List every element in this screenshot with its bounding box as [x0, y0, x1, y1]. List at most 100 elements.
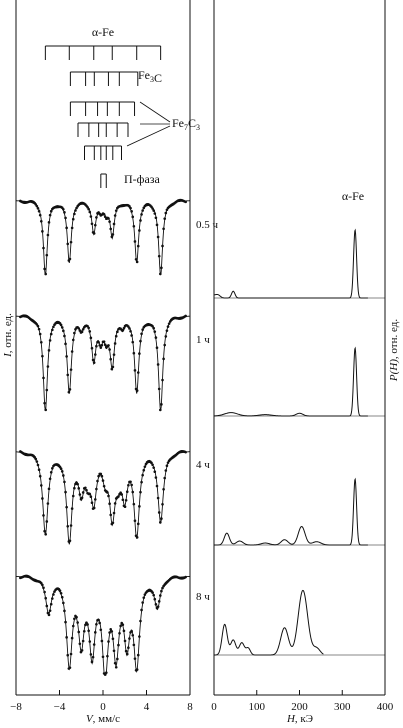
spectrum-point [114, 334, 118, 338]
spectrum-point [108, 348, 111, 351]
spectrum-fit-line [15, 200, 191, 276]
spectrum-point [81, 328, 85, 331]
spectrum-point [105, 671, 108, 674]
distribution-curve [213, 228, 368, 299]
right-panel-title: α-Fe [342, 189, 364, 203]
spectrum-point [90, 346, 94, 350]
spectrum-point [153, 470, 157, 474]
spectrum-point [63, 211, 66, 214]
spectrum-point [121, 328, 125, 332]
spectrum-point [167, 322, 171, 325]
spectrum-point [106, 491, 109, 494]
spectrum-point [41, 583, 44, 587]
spectrum-point [159, 594, 162, 597]
stick-row [100, 173, 107, 188]
spectrum-point [39, 340, 43, 344]
spectrum-point [114, 665, 118, 669]
spectrum-point [68, 666, 72, 669]
spectrum-point [51, 597, 54, 600]
spectrum-point [101, 479, 105, 482]
spectrum-point [161, 502, 164, 506]
spectrum-point [122, 326, 126, 330]
spectrum-point [121, 623, 125, 626]
right-x-tick-label: 100 [249, 701, 266, 713]
spectrum-point [89, 653, 93, 656]
spectrum-point [37, 327, 41, 331]
spectrum-3: 4 ч [15, 449, 210, 545]
spectrum-point [36, 207, 40, 210]
spectrum-point [152, 593, 155, 597]
spectrum-point [122, 629, 126, 633]
phase-label-fe3c: Fe3C [138, 68, 162, 85]
spectrum-point [71, 624, 75, 628]
spectrum-point [154, 476, 158, 479]
spectrum-point [134, 257, 138, 261]
spectrum-point [65, 226, 68, 230]
spectrum-point [98, 344, 101, 347]
spectrum-point [95, 487, 98, 491]
spectrum-point [41, 354, 44, 358]
spectrum-point [162, 357, 165, 361]
spectrum-point [93, 631, 97, 634]
spectrum-point [46, 365, 50, 368]
spectrum-point [48, 339, 52, 342]
spectrum-point [133, 369, 137, 372]
spectrum-point [36, 324, 40, 328]
spectrum-point [43, 401, 46, 405]
spectrum-point [121, 498, 125, 502]
spectrum-point [107, 217, 110, 220]
spectrum-point [62, 474, 65, 477]
spectrum-point [100, 474, 104, 478]
spectrum-point [123, 639, 127, 643]
spectrum-point [129, 206, 132, 210]
spectrum-point [160, 266, 163, 270]
spectrum-point [151, 207, 154, 210]
spectrum-point [78, 493, 82, 496]
spectrum-label: 8 ч [196, 591, 210, 603]
distribution-4 [214, 589, 385, 656]
spectrum-point [69, 240, 73, 244]
spectrum-point [184, 200, 187, 204]
spectrum-point [161, 378, 164, 382]
spectrum-label: 1 ч [196, 334, 210, 346]
spectrum-point [39, 219, 43, 223]
spectrum-point [89, 336, 93, 340]
spectrum-point [65, 505, 68, 509]
spectrum-point [135, 536, 139, 539]
spectrum-point [107, 640, 110, 643]
spectrum-point [159, 272, 162, 276]
spectrum-point [103, 215, 107, 219]
spectrum-point [38, 332, 42, 336]
spectrum-point [125, 490, 129, 494]
spectrum-point [154, 336, 158, 339]
stick-row [69, 101, 136, 116]
spectrum-point [42, 514, 45, 517]
spectrum-point [87, 207, 90, 211]
spectrum-point [88, 492, 92, 496]
spectrum-point [64, 490, 67, 494]
spectrum-point [116, 657, 119, 661]
stick-row [44, 45, 162, 60]
phase-leader-line [139, 101, 171, 123]
spectrum-point [47, 613, 51, 617]
spectrum-point [131, 634, 135, 637]
spectrum-point [156, 363, 160, 366]
spectrum-fit-line [15, 315, 191, 411]
spectrum-point [155, 484, 159, 488]
spectrum-point [131, 215, 135, 219]
spectrum-point [70, 226, 74, 230]
spectrum-point [73, 212, 76, 216]
spectrum-point [99, 628, 103, 632]
spectrum-point [153, 330, 157, 333]
spectrum-point [111, 233, 115, 236]
spectrum-point [103, 673, 107, 676]
spectrum-point [52, 325, 55, 329]
spectrum-point [130, 210, 133, 213]
phase-label-fe7c3: Fe7C3 [172, 116, 200, 132]
phase-label-alpha-fe: α-Fe [92, 25, 114, 39]
spectrum-point [88, 330, 92, 333]
spectrum-point [102, 340, 106, 343]
spectrum-point [93, 498, 97, 501]
spectrum-point [130, 629, 133, 633]
distribution-1 [213, 228, 385, 299]
